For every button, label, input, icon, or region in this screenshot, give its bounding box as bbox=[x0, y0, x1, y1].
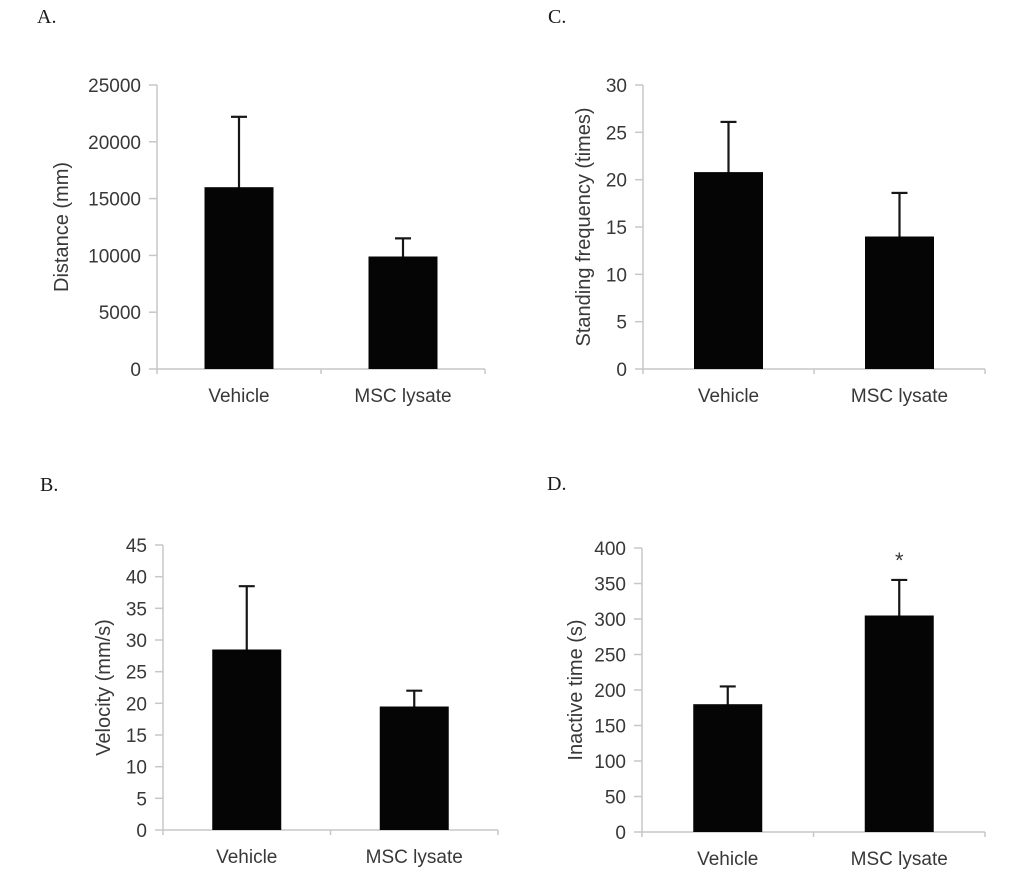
y-tick-label: 30 bbox=[126, 631, 147, 652]
y-tick-label: 0 bbox=[616, 360, 627, 381]
bar-msc-lysate bbox=[379, 706, 449, 830]
y-axis-title: Inactive time (s) bbox=[565, 619, 587, 760]
y-tick-label: 20 bbox=[606, 171, 627, 192]
bar-msc-lysate bbox=[368, 256, 438, 369]
y-tick-label: 30 bbox=[606, 76, 627, 97]
bar-vehicle bbox=[693, 704, 763, 832]
bar-msc-lysate bbox=[864, 615, 934, 832]
y-tick-label: 20 bbox=[126, 694, 147, 715]
y-tick-label: 15 bbox=[606, 218, 627, 239]
bar-msc-lysate bbox=[865, 236, 934, 369]
y-tick-label: 15000 bbox=[88, 190, 141, 211]
y-tick-label: 0 bbox=[136, 821, 147, 842]
y-tick-label: 250 bbox=[594, 646, 626, 667]
panel-label-b: B. bbox=[40, 474, 59, 496]
bar-chart-standing-frequency: 0 5 10 15 20 25 30 Standing frequency (times) Ve… bbox=[573, 76, 986, 407]
panel-b: B. 0 5 10 15 20 25 30 35 40 45 Velocity (mm/s) Vehi… bbox=[0, 447, 510, 894]
category-label: Vehicle bbox=[208, 386, 269, 407]
bar-chart-velocity: 0 5 10 15 20 25 30 35 40 45 Velocity (mm/s) Vehicle… bbox=[93, 536, 499, 868]
panel-d: D. 0 50 100 150 200 250 300 350 400 Inactive time… bbox=[510, 447, 1020, 894]
panel-label-d: D. bbox=[547, 473, 567, 495]
bar-chart-distance: 0 5000 10000 15000 20000 25000 Distance (mm) Ve… bbox=[51, 76, 486, 407]
y-tick-label: 5 bbox=[136, 789, 147, 810]
y-tick-label: 15 bbox=[126, 726, 147, 747]
panel-c: C. 0 5 10 15 20 25 30 Standing frequency (times… bbox=[510, 0, 1020, 447]
y-tick-label: 20000 bbox=[88, 133, 141, 154]
panel-a: A. 0 5000 10000 15000 20000 25000 Distance (mm… bbox=[0, 0, 510, 447]
bar-chart-inactive-time: 0 50 100 150 200 250 300 350 400 Inactive time (s… bbox=[565, 539, 986, 870]
category-label: MSC lysate bbox=[366, 847, 463, 868]
significance-star: * bbox=[895, 548, 904, 573]
y-tick-label: 10000 bbox=[88, 246, 141, 267]
y-tick-label: 0 bbox=[130, 360, 141, 381]
y-tick-label: 50 bbox=[605, 788, 626, 809]
y-tick-label: 150 bbox=[594, 717, 626, 738]
y-tick-label: 45 bbox=[126, 536, 147, 557]
bar-vehicle bbox=[212, 649, 282, 830]
y-axis-title: Standing frequency (times) bbox=[573, 107, 595, 346]
bar-vehicle bbox=[204, 187, 274, 369]
y-tick-label: 350 bbox=[594, 575, 626, 596]
category-label: MSC lysate bbox=[354, 386, 451, 407]
category-label: Vehicle bbox=[216, 847, 277, 868]
y-tick-label: 100 bbox=[594, 752, 626, 773]
panel-label-c: C. bbox=[548, 6, 567, 28]
category-label: Vehicle bbox=[697, 849, 758, 870]
y-tick-label: 300 bbox=[594, 610, 626, 631]
y-axis-title: Velocity (mm/s) bbox=[93, 619, 115, 756]
y-axis-title: Distance (mm) bbox=[51, 162, 73, 292]
y-tick-label: 35 bbox=[126, 599, 147, 620]
y-tick-label: 25000 bbox=[88, 76, 141, 97]
y-tick-label: 400 bbox=[594, 539, 626, 560]
y-tick-label: 5 bbox=[616, 313, 627, 334]
y-tick-label: 40 bbox=[126, 568, 147, 589]
bar-vehicle bbox=[694, 172, 763, 369]
y-tick-label: 5000 bbox=[99, 303, 141, 324]
category-label: MSC lysate bbox=[851, 386, 948, 407]
panel-label-a: A. bbox=[37, 6, 57, 28]
y-tick-label: 10 bbox=[606, 265, 627, 286]
y-tick-label: 0 bbox=[615, 823, 626, 844]
y-tick-label: 200 bbox=[594, 681, 626, 702]
y-tick-label: 25 bbox=[126, 663, 147, 684]
y-tick-label: 10 bbox=[126, 758, 147, 779]
y-tick-label: 25 bbox=[606, 123, 627, 144]
category-label: Vehicle bbox=[698, 386, 759, 407]
category-label: MSC lysate bbox=[851, 849, 948, 870]
